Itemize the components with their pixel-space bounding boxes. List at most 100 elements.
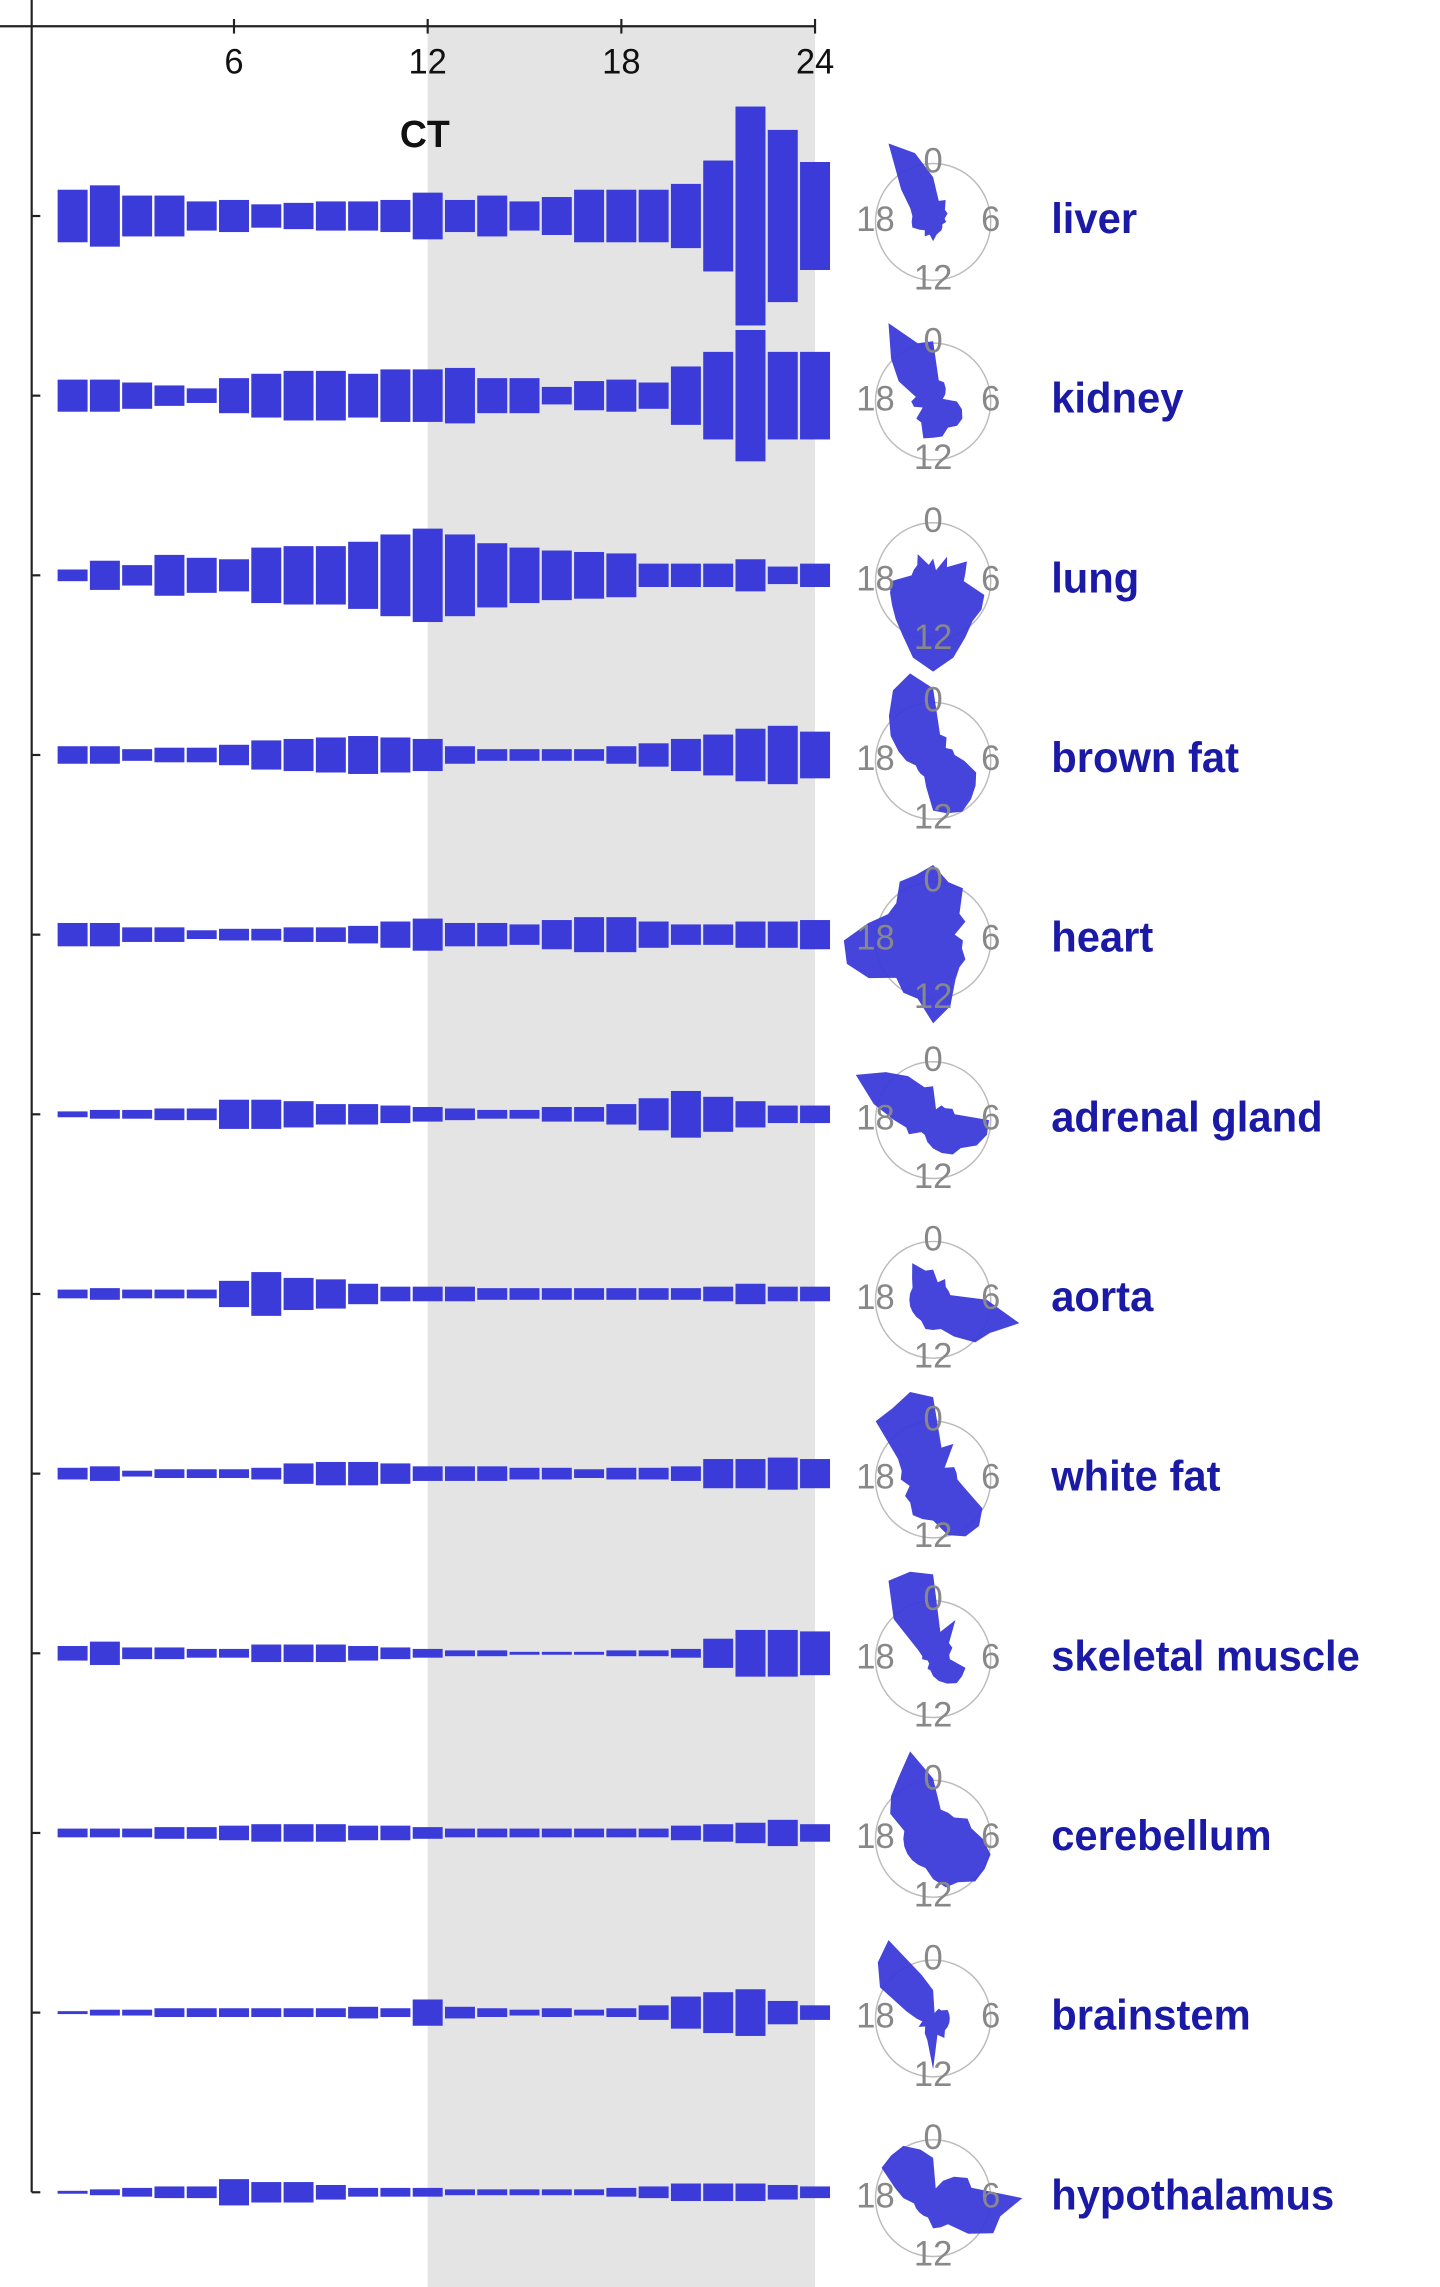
bar: [703, 160, 734, 272]
polar-tick-label: 6: [981, 920, 1000, 958]
bar: [735, 106, 766, 326]
polar-tick-label: 12: [914, 798, 952, 836]
bar: [348, 736, 379, 774]
series-label: cerebellum: [1051, 1812, 1271, 1859]
bar: [348, 1645, 379, 1661]
bar: [251, 204, 282, 228]
bar: [89, 746, 120, 764]
polar-tick-label: 6: [981, 381, 1000, 419]
bar: [444, 1286, 475, 1302]
polar-tick-label: 0: [924, 1759, 943, 1797]
bar: [219, 2179, 249, 2206]
bar: [57, 189, 88, 243]
bar: [735, 921, 766, 948]
bar: [606, 1467, 637, 1480]
bar: [574, 749, 605, 761]
bar: [251, 547, 282, 604]
bar: [638, 382, 669, 409]
bar: [89, 1828, 120, 1838]
bar: [380, 1286, 411, 1302]
bar: [186, 1289, 217, 1299]
bar: [154, 385, 185, 406]
bar: [219, 1280, 249, 1308]
bar: [315, 370, 346, 421]
bar: [186, 930, 217, 940]
bar: [477, 2008, 508, 2017]
bar: [412, 528, 443, 623]
bar: [122, 749, 153, 761]
bar: [574, 917, 605, 953]
bar: [767, 2184, 798, 2200]
bar: [509, 1828, 540, 1838]
bar: [800, 2186, 831, 2199]
bar: [89, 1288, 120, 1300]
bar: [444, 534, 475, 617]
polar-shape: [855, 1072, 989, 1155]
bar: [541, 1651, 572, 1655]
polar-ring: [874, 162, 992, 281]
polar-tick-label: 18: [856, 2177, 894, 2215]
bar: [800, 563, 831, 588]
bar: [315, 927, 346, 942]
bar: [154, 554, 185, 596]
bar: [57, 746, 88, 764]
bar: [315, 1461, 346, 1486]
polar-tick-label: 0: [924, 502, 943, 540]
series-label: brainstem: [1051, 1991, 1251, 2038]
bar: [541, 1828, 572, 1838]
polar-tick-label: 6: [981, 1818, 1000, 1856]
bar: [412, 1827, 443, 1839]
bar: [800, 1459, 831, 1489]
bar: [541, 1107, 572, 1122]
bar: [154, 1469, 185, 1479]
polar-tick-label: 18: [856, 1638, 894, 1676]
bar: [380, 534, 411, 617]
bar: [509, 924, 540, 945]
bar: [219, 2008, 249, 2017]
polar-shape: [875, 1392, 983, 1537]
series-label: lung: [1051, 554, 1139, 601]
bar: [315, 1824, 346, 1842]
polar-tick-label: 18: [856, 1818, 894, 1856]
bar: [444, 2006, 475, 2019]
bar: [574, 2189, 605, 2196]
bar: [735, 1989, 766, 2036]
bar: [541, 1467, 572, 1480]
bar: [800, 1824, 831, 1842]
bar: [251, 1824, 282, 1842]
bar: [57, 1289, 88, 1299]
bar: [703, 563, 734, 588]
series-label: kidney: [1051, 374, 1184, 421]
bar: [574, 1107, 605, 1122]
bar: [315, 2184, 346, 2200]
bar: [251, 1272, 282, 1316]
bar: [638, 1467, 669, 1480]
bar: [574, 1469, 605, 1479]
bar: [315, 1644, 346, 1663]
bar: [57, 2011, 88, 2015]
bar: [219, 1099, 249, 1129]
series-label: hypothalamus: [1051, 2171, 1334, 2218]
bar: [638, 2005, 669, 2020]
bar: [574, 381, 605, 411]
bar: [444, 922, 475, 947]
bar: [122, 1828, 153, 1838]
polar-shape: [909, 1263, 1020, 1343]
bar: [348, 1825, 379, 1841]
bar: [315, 2008, 346, 2017]
polar-tick-label: 18: [856, 560, 894, 598]
bar: [509, 1467, 540, 1480]
bar: [574, 551, 605, 599]
polar-tick-label: 12: [914, 1158, 952, 1196]
bar: [219, 744, 249, 766]
polar-tick-label: 12: [914, 259, 952, 297]
polar-shape: [888, 673, 977, 814]
bar: [154, 2008, 185, 2017]
bar: [670, 924, 701, 945]
bar: [219, 199, 249, 233]
series-label: skeletal muscle: [1051, 1632, 1360, 1679]
bar: [89, 922, 120, 947]
bar: [154, 2186, 185, 2199]
bar: [380, 199, 411, 233]
bar: [606, 2008, 637, 2017]
